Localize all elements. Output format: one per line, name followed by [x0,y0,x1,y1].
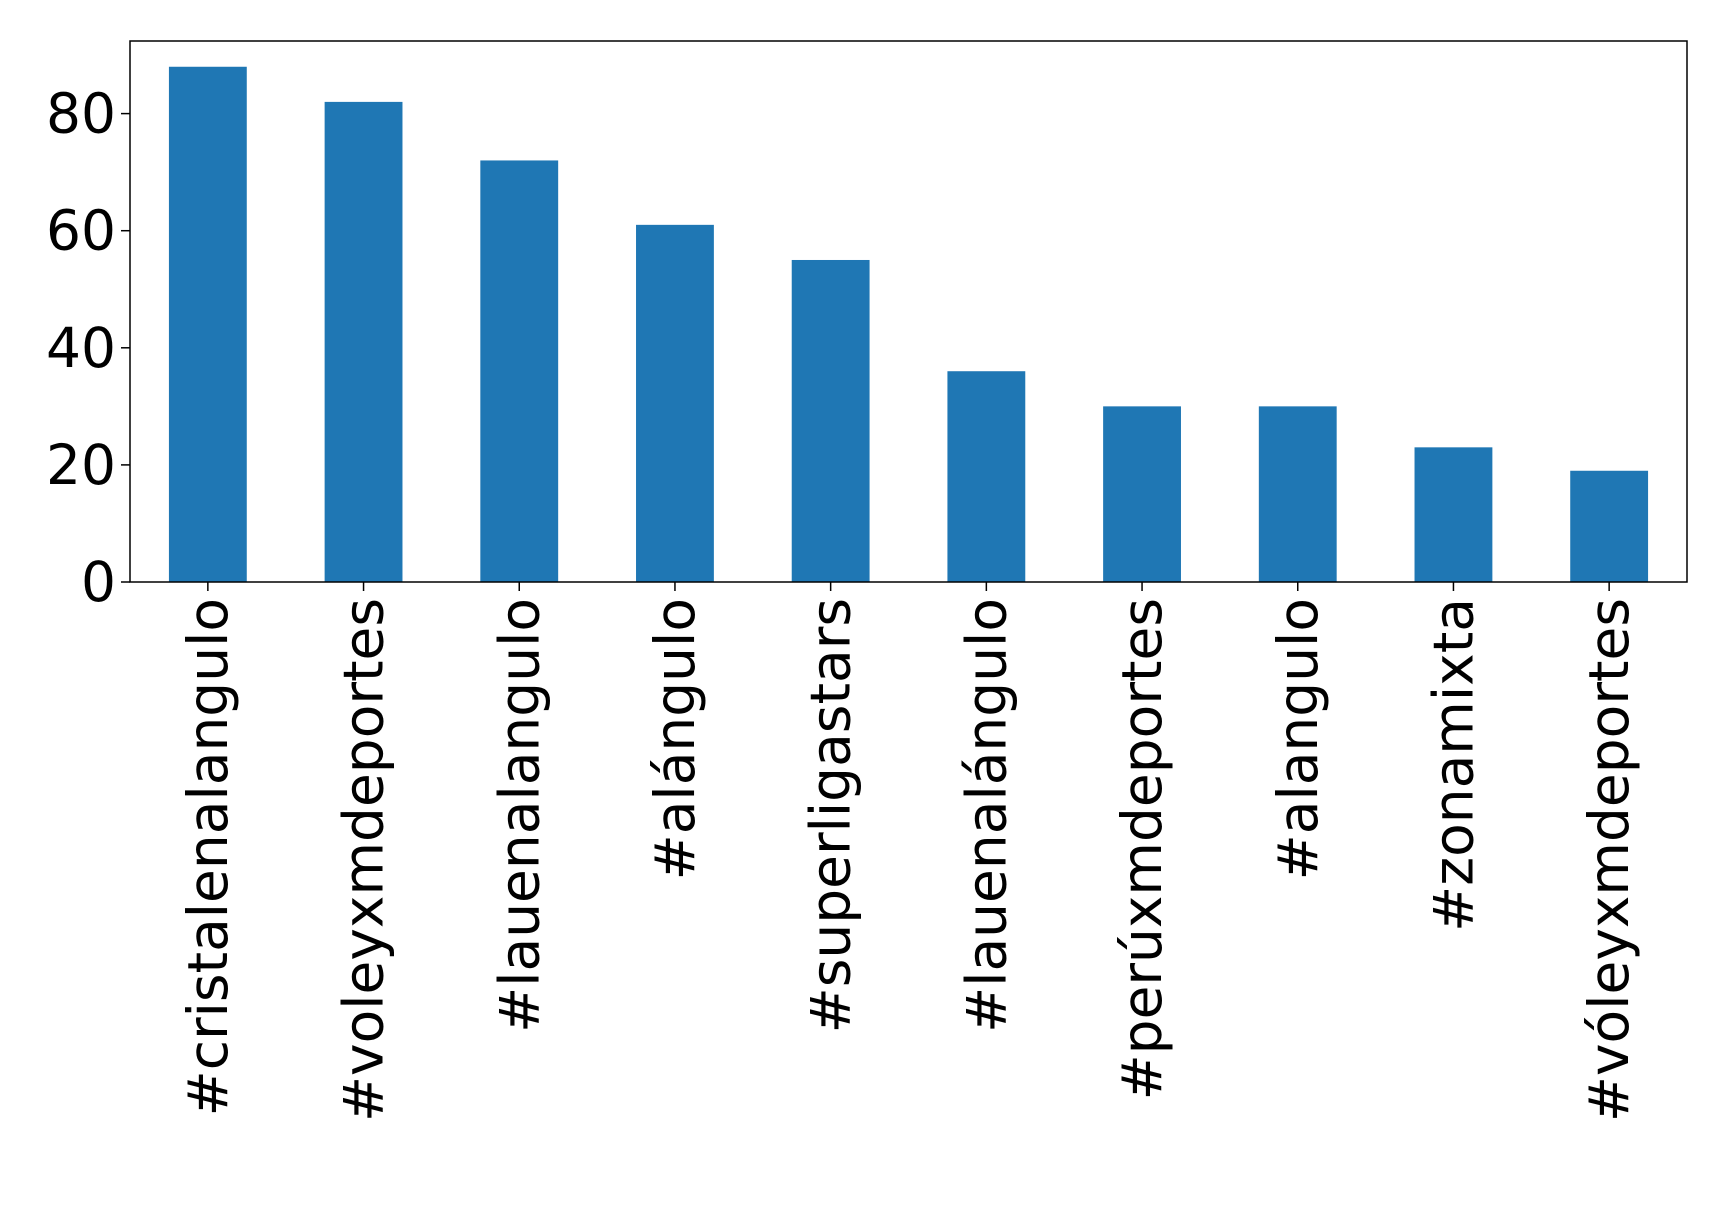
x-tick-label: #vóleyxmdeportes [1577,598,1641,1122]
y-tick-label: 80 [46,82,116,146]
y-tick-label: 20 [46,433,116,497]
x-tick-label: #lauenalangulo [487,598,551,1033]
x-tick-label: #zonamixta [1421,598,1485,932]
x-tick-label: #voleyxmdeportes [332,598,396,1122]
x-tick-label: #alángulo [643,598,707,880]
x-tick-label: #perúxmdeportes [1110,598,1174,1100]
y-tick-label: 40 [46,316,116,380]
bar [1103,406,1181,582]
bar [947,371,1026,582]
bar [1258,406,1337,582]
x-tick-label: #cristalenalangulo [176,598,240,1116]
bar [168,66,247,582]
y-tick-label: 0 [81,550,116,614]
plot-frame [129,40,1688,583]
bar [324,101,403,582]
bar [791,259,870,582]
x-tick-label: #superligastars [799,598,863,1033]
y-tick-label: 60 [46,199,116,263]
x-tick-label: #alangulo [1266,598,1330,880]
bar [1414,447,1493,582]
bar [480,160,559,582]
bar [636,224,714,582]
bar [1570,470,1649,582]
x-tick-label: #lauenalángulo [954,598,1018,1033]
